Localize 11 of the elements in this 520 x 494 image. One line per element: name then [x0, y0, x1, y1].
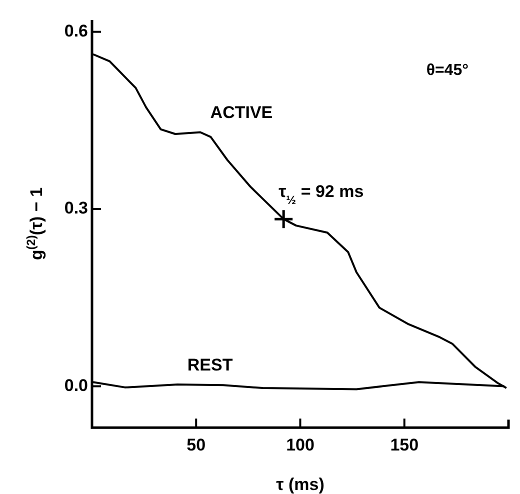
annotation: θ=45°	[426, 62, 468, 79]
series-label: ACTIVE	[210, 103, 273, 122]
series-label: REST	[187, 355, 234, 374]
y-tick-label: 0.3	[64, 198, 88, 218]
y-tick-label: 0.6	[64, 22, 88, 40]
x-tick-label: 150	[390, 435, 419, 454]
y-tick-label: 0.0	[64, 376, 88, 395]
x-tick-label: 100	[286, 435, 314, 454]
x-axis-title: τ (ms)	[276, 475, 324, 494]
x-tick-label: 50	[186, 435, 206, 454]
y-axis-title: g(2)(τ) − 1	[24, 187, 46, 260]
